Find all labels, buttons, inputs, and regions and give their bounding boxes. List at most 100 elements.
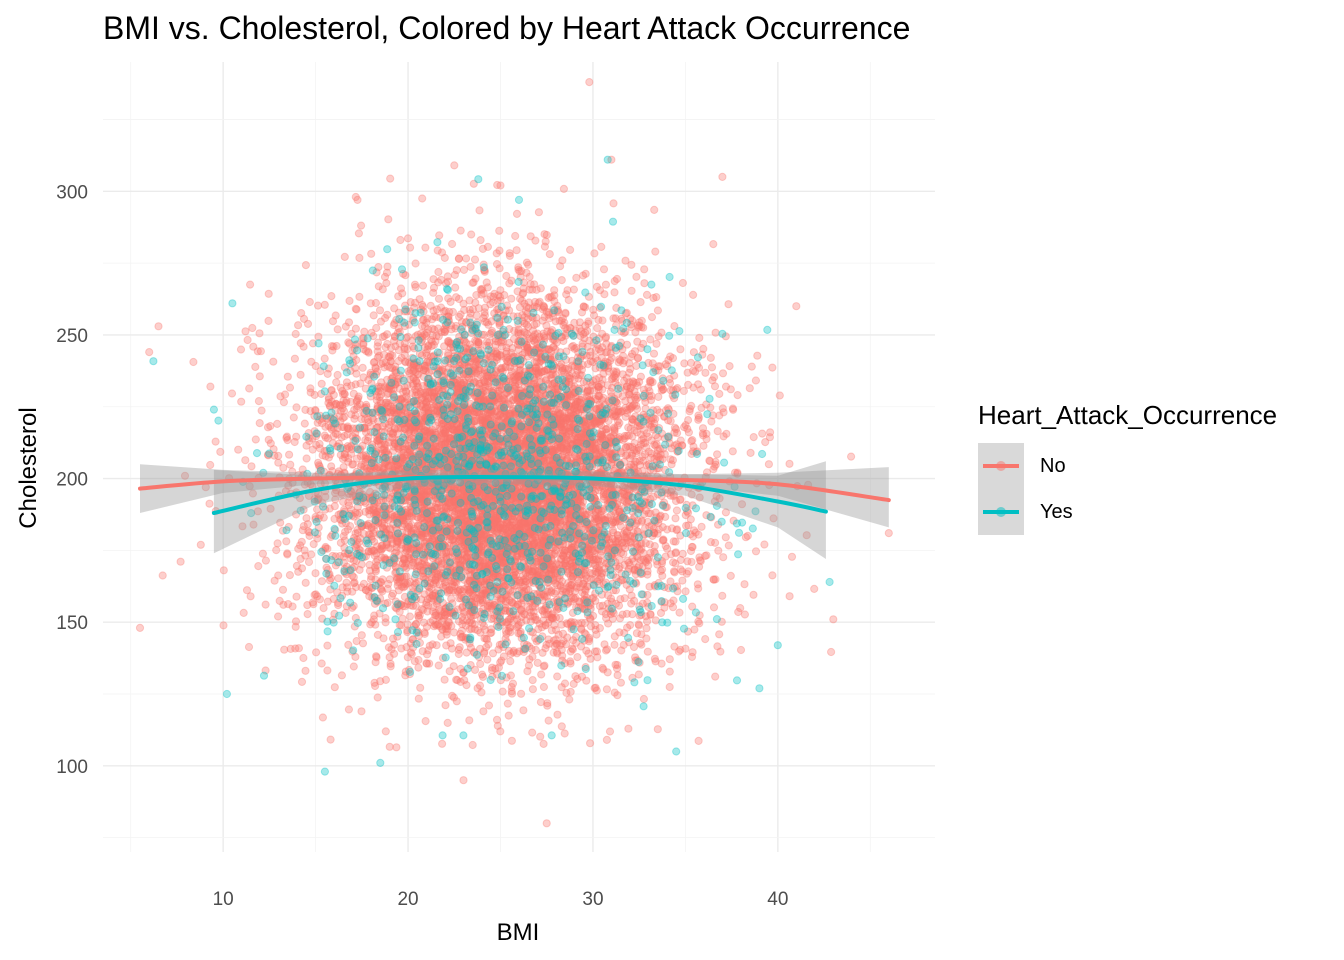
data-point	[433, 525, 442, 534]
data-point	[285, 450, 294, 459]
data-point	[437, 394, 446, 403]
data-point	[555, 437, 564, 446]
data-point	[318, 713, 327, 722]
data-point	[470, 255, 480, 264]
data-point	[386, 174, 395, 183]
data-point	[594, 564, 603, 574]
data-point	[367, 249, 376, 258]
data-point	[422, 435, 431, 444]
data-point	[544, 716, 553, 725]
data-point	[736, 645, 746, 655]
data-point	[443, 391, 452, 400]
data-point	[475, 206, 484, 215]
data-point	[320, 300, 329, 309]
data-point	[634, 498, 643, 507]
data-point	[604, 456, 613, 465]
data-point	[246, 280, 255, 289]
data-point	[647, 313, 657, 322]
data-point	[558, 429, 567, 438]
data-point	[668, 456, 678, 465]
data-point	[419, 366, 428, 375]
data-point	[699, 344, 708, 353]
data-point	[438, 739, 447, 748]
data-point	[438, 512, 447, 521]
data-point	[551, 546, 560, 555]
data-point	[545, 498, 554, 507]
data-point	[690, 625, 699, 634]
data-point	[264, 289, 273, 298]
data-point	[610, 423, 619, 432]
data-point	[369, 370, 378, 379]
data-point	[320, 431, 329, 440]
data-point	[534, 208, 544, 217]
data-point	[469, 497, 478, 506]
data-point	[556, 554, 566, 564]
data-point	[654, 392, 663, 401]
data-point	[428, 324, 437, 333]
data-point	[474, 395, 483, 404]
data-point	[567, 553, 577, 562]
data-point	[294, 644, 303, 653]
data-point	[567, 565, 577, 575]
data-point	[518, 317, 527, 326]
data-point	[396, 235, 405, 245]
data-point	[440, 253, 449, 262]
data-point	[491, 431, 500, 440]
data-point	[435, 543, 444, 552]
data-point	[528, 685, 538, 694]
data-point	[394, 292, 403, 301]
data-point	[678, 278, 688, 288]
data-point	[401, 580, 410, 589]
data-point	[715, 389, 724, 398]
data-point	[505, 545, 514, 554]
data-point	[595, 624, 605, 633]
data-point	[512, 209, 522, 218]
data-point	[383, 598, 392, 608]
data-point	[285, 383, 295, 392]
data-point	[254, 397, 263, 406]
data-point	[651, 247, 660, 256]
data-point	[299, 314, 309, 323]
data-point	[551, 510, 561, 520]
data-point	[319, 604, 328, 613]
data-point	[713, 427, 722, 436]
data-point	[505, 363, 515, 372]
data-point	[469, 501, 478, 510]
data-point	[640, 265, 649, 274]
data-point	[358, 363, 367, 372]
data-point	[292, 403, 301, 412]
data-point	[497, 552, 506, 562]
data-point	[372, 448, 381, 457]
data-point	[428, 591, 437, 600]
data-point	[357, 707, 366, 716]
data-point	[584, 520, 594, 529]
data-point	[768, 363, 777, 372]
data-point	[473, 451, 482, 460]
data-point	[627, 599, 636, 608]
data-point	[465, 373, 474, 383]
data-point	[500, 591, 510, 600]
data-point	[519, 582, 528, 592]
data-point	[427, 337, 436, 346]
data-point	[448, 452, 457, 461]
data-point	[248, 323, 257, 333]
data-point	[264, 435, 273, 444]
data-point	[261, 600, 270, 609]
data-point	[595, 404, 604, 413]
data-point	[519, 559, 528, 568]
data-point	[476, 451, 486, 460]
data-point	[480, 577, 489, 586]
data-point	[501, 548, 510, 557]
data-point	[560, 729, 569, 738]
data-point	[301, 261, 310, 270]
data-point	[718, 591, 727, 600]
data-point	[565, 695, 574, 704]
data-point	[540, 230, 549, 239]
data-point	[294, 321, 303, 330]
data-point	[530, 573, 540, 582]
data-point	[548, 335, 557, 344]
data-point	[366, 299, 375, 308]
data-point	[406, 554, 416, 563]
data-point	[707, 363, 717, 372]
data-point	[469, 585, 478, 594]
